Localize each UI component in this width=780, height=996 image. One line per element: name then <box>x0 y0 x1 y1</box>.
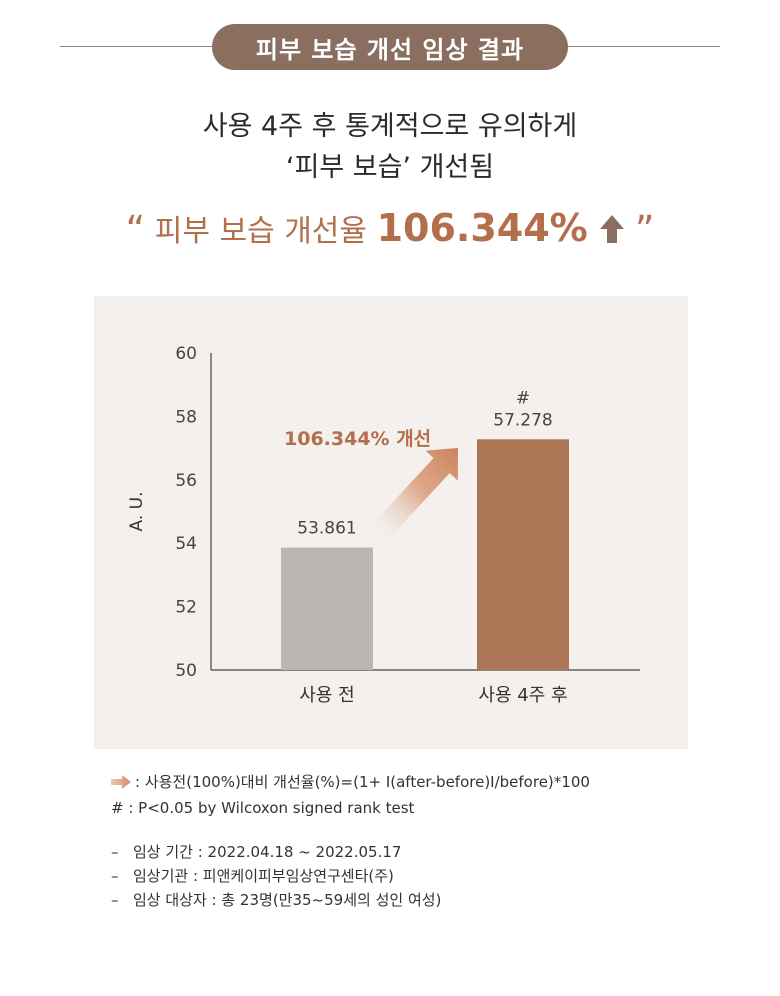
header-divider-left <box>60 46 220 47</box>
y-axis-label: A. U. <box>127 492 147 532</box>
x-tick-label: 사용 전 <box>299 685 354 706</box>
y-tick-label: 50 <box>175 661 197 681</box>
x-tick-label: 사용 4주 후 <box>478 685 567 706</box>
study-info-item: – 임상 대상자 : 총 23명(만35~59세의 성인 여성) <box>111 891 442 909</box>
headline-line-2: ‘피부 보습’ 개선됨 <box>285 152 495 183</box>
improvement-value: 106.344% <box>376 206 588 250</box>
chart-panel: 50 52 54 56 58 60 A. U. 53.861 사용 전 57.278 # 사용 4주 … <box>94 296 688 749</box>
study-info: – 임상 기간 : 2022.04.18 ~ 2022.05.17 – 임상기관 :… <box>111 840 441 912</box>
significance-note: # : P<0.05 by Wilcoxon signed rank test <box>111 799 415 817</box>
header-title-pill: 피부 보습 개선 임상 결과 <box>212 24 568 70</box>
improvement-highlight: “ 피부 보습 개선율 106.344% ” <box>0 206 780 252</box>
formula-note-text: : 사용전(100%)대비 개선율(%)=(1+ I(after-before)… <box>135 773 590 791</box>
y-tick-label: 58 <box>175 407 197 427</box>
headline-line-1: 사용 4주 후 통계적으로 유의하게 <box>202 111 578 142</box>
formula-note: : 사용전(100%)대비 개선율(%)=(1+ I(after-before)… <box>111 770 590 796</box>
improvement-arrow-icon <box>371 448 458 540</box>
bar-chart: 50 52 54 56 58 60 A. U. 53.861 사용 전 57.278# 사용 4주 … <box>127 344 640 706</box>
significance-mark: # <box>516 388 530 408</box>
y-tick-label: 52 <box>175 598 197 618</box>
bar-value-label: 57.278 <box>493 410 552 430</box>
open-quote: “ <box>125 208 146 252</box>
arrow-right-icon <box>111 772 131 796</box>
bar-value-label: 53.861 <box>297 519 356 539</box>
y-tick-label: 60 <box>175 344 197 364</box>
study-info-item: – 임상기관 : 피앤케이피부임상연구센타(주) <box>111 867 394 885</box>
improvement-annotation: 106.344% 개선 <box>284 428 431 450</box>
y-tick-label: 54 <box>175 534 197 554</box>
bar-before <box>281 547 373 670</box>
improvement-label: 피부 보습 개선율 <box>154 214 368 249</box>
close-quote: ” <box>634 208 655 252</box>
bar-after <box>477 439 569 670</box>
header-title: 피부 보습 개선 임상 결과 <box>255 35 525 64</box>
y-tick-label: 56 <box>175 471 197 491</box>
chart-notes: : 사용전(100%)대비 개선율(%)=(1+ I(after-before)… <box>111 770 590 820</box>
study-info-item: – 임상 기간 : 2022.04.18 ~ 2022.05.17 <box>111 843 402 861</box>
arrow-up-icon <box>599 214 625 252</box>
header-divider-right <box>560 46 720 47</box>
